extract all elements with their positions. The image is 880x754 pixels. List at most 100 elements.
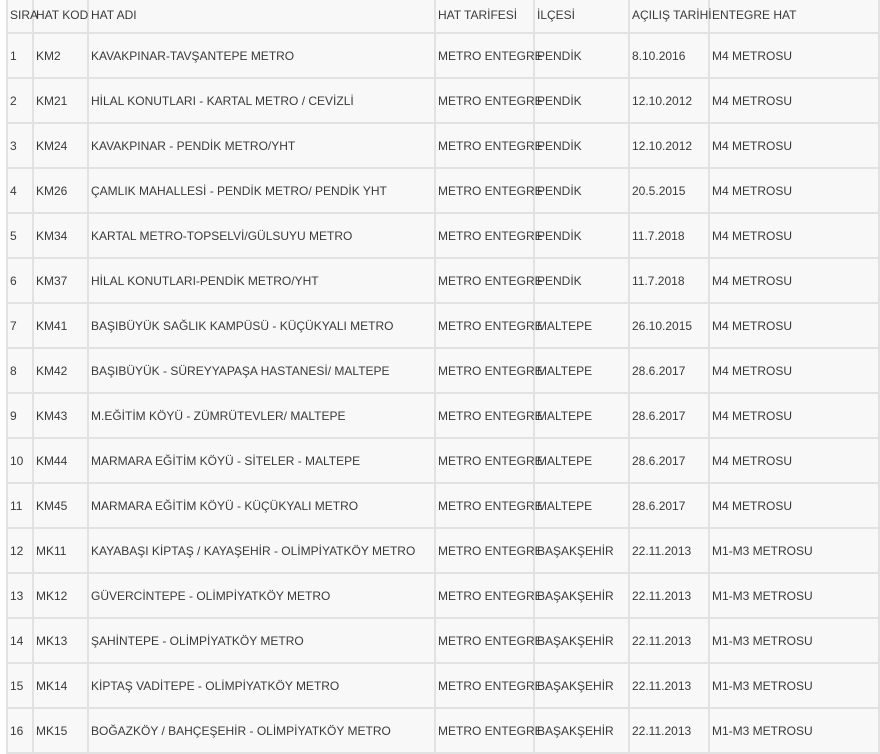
cell-hat-kod: MK14 xyxy=(34,664,89,709)
cell-entegre-hat: M4 METROSU xyxy=(710,349,880,394)
cell-hat-adi: BAŞIBÜYÜK SAĞLIK KAMPÜSÜ - KÜÇÜKYALI MET… xyxy=(89,304,436,349)
cell-ilcesi: MALTEPE xyxy=(535,484,630,529)
cell-hat-tarifesi: METRO ENTEGRE xyxy=(436,664,543,709)
cell-acilis-tarihi: 22.11.2013 xyxy=(630,529,710,574)
cell-hat-kod: KM26 xyxy=(34,169,89,214)
cell-entegre-hat: M4 METROSU xyxy=(710,484,880,529)
cell-hat-adi: KAVAKPINAR-TAVŞANTEPE METRO xyxy=(89,34,436,79)
cell-sira: 9 xyxy=(6,394,34,439)
cell-hat-adi: HİLAL KONUTLARI-PENDİK METRO/YHT xyxy=(89,259,436,304)
cell-hat-adi: ŞAHİNTEPE - OLİMPİYATKÖY METRO xyxy=(89,619,436,664)
cell-hat-tarifesi: METRO ENTEGRE xyxy=(436,394,543,439)
cell-hat-kod: KM45 xyxy=(34,484,89,529)
cell-sira: 3 xyxy=(6,124,34,169)
cell-acilis-tarihi: 22.11.2013 xyxy=(630,664,710,709)
cell-acilis-tarihi: 8.10.2016 xyxy=(630,34,710,79)
cell-ilcesi: MALTEPE xyxy=(535,304,630,349)
cell-hat-kod: KM44 xyxy=(34,439,89,484)
cell-hat-tarifesi: METRO ENTEGRE xyxy=(436,709,543,754)
cell-hat-kod: MK11 xyxy=(34,529,89,574)
table-row: 8 KM42 BAŞIBÜYÜK - SÜREYYAPAŞA HASTANESİ/ … xyxy=(6,349,880,394)
cell-acilis-tarihi: 22.11.2013 xyxy=(630,619,710,664)
cell-sira: 15 xyxy=(6,664,34,709)
cell-sira: 2 xyxy=(6,79,34,124)
cell-hat-tarifesi: METRO ENTEGRE xyxy=(436,439,543,484)
cell-hat-tarifesi: METRO ENTEGRE xyxy=(436,34,543,79)
cell-sira: 6 xyxy=(6,259,34,304)
cell-hat-tarifesi: METRO ENTEGRE xyxy=(436,349,543,394)
table-row: 4 KM26 ÇAMLIK MAHALLESİ - PENDİK METRO/ PE… xyxy=(6,169,880,214)
cell-ilcesi: MALTEPE xyxy=(535,439,630,484)
cell-hat-kod: KM41 xyxy=(34,304,89,349)
header-hat-adi: HAT ADI xyxy=(89,0,436,34)
cell-entegre-hat: M4 METROSU xyxy=(710,394,880,439)
table-row: 1 KM2 KAVAKPINAR-TAVŞANTEPE METRO METRO ENT… xyxy=(6,34,880,79)
header-hat-tarifesi: HAT TARİFESİ xyxy=(436,0,535,34)
cell-hat-adi: MARMARA EĞİTİM KÖYÜ - KÜÇÜKYALI METRO xyxy=(89,484,436,529)
cell-hat-kod: MK13 xyxy=(34,619,89,664)
header-sira: SIRA xyxy=(6,0,38,34)
cell-hat-adi: ÇAMLIK MAHALLESİ - PENDİK METRO/ PENDİK … xyxy=(89,169,436,214)
header-acilis-tarihi: AÇILIŞ TARİHİ xyxy=(630,0,712,34)
cell-hat-tarifesi: METRO ENTEGRE xyxy=(436,124,543,169)
cell-entegre-hat: M1-M3 METROSU xyxy=(710,529,880,574)
cell-hat-kod: KM43 xyxy=(34,394,89,439)
cell-hat-tarifesi: METRO ENTEGRE xyxy=(436,169,543,214)
cell-acilis-tarihi: 28.6.2017 xyxy=(630,394,710,439)
cell-hat-adi: KAVAKPINAR - PENDİK METRO/YHT xyxy=(89,124,436,169)
cell-hat-adi: KİPTAŞ VADİTEPE - OLİMPİYATKÖY METRO xyxy=(89,664,436,709)
table-row: 16 MK15 BOĞAZKÖY / BAHÇEŞEHİR - OLİMPİYATK… xyxy=(6,709,880,754)
table-row: 14 MK13 ŞAHİNTEPE - OLİMPİYATKÖY METRO METR… xyxy=(6,619,880,664)
cell-hat-kod: KM37 xyxy=(34,259,89,304)
table-row: 10 KM44 MARMARA EĞİTİM KÖYÜ - SİTELER - MA… xyxy=(6,439,880,484)
cell-acilis-tarihi: 20.5.2015 xyxy=(630,169,710,214)
cell-hat-adi: MARMARA EĞİTİM KÖYÜ - SİTELER - MALTEPE xyxy=(89,439,436,484)
cell-ilcesi: PENDİK xyxy=(535,214,630,259)
table-row: 11 KM45 MARMARA EĞİTİM KÖYÜ - KÜÇÜKYALI ME… xyxy=(6,484,880,529)
table-row: 9 KM43 M.EĞİTİM KÖYÜ - ZÜMRÜTEVLER/ MALTEP… xyxy=(6,394,880,439)
cell-entegre-hat: M1-M3 METROSU xyxy=(710,574,880,619)
cell-sira: 13 xyxy=(6,574,34,619)
cell-acilis-tarihi: 28.6.2017 xyxy=(630,484,710,529)
cell-ilcesi: PENDİK xyxy=(535,34,630,79)
table-row: 12 MK11 KAYABAŞI KİPTAŞ / KAYAŞEHİR - OLİM… xyxy=(6,529,880,574)
cell-acilis-tarihi: 12.10.2012 xyxy=(630,124,710,169)
cell-acilis-tarihi: 11.7.2018 xyxy=(630,214,710,259)
cell-sira: 11 xyxy=(6,484,34,529)
header-entegre-hat: ENTEGRE HAT xyxy=(710,0,880,34)
cell-entegre-hat: M4 METROSU xyxy=(710,34,880,79)
cell-hat-kod: KM21 xyxy=(34,79,89,124)
cell-sira: 4 xyxy=(6,169,34,214)
cell-acilis-tarihi: 26.10.2015 xyxy=(630,304,710,349)
cell-ilcesi: PENDİK xyxy=(535,259,630,304)
cell-hat-adi: KAYABAŞI KİPTAŞ / KAYAŞEHİR - OLİMPİYATK… xyxy=(89,529,436,574)
cell-hat-tarifesi: METRO ENTEGRE xyxy=(436,529,543,574)
cell-entegre-hat: M4 METROSU xyxy=(710,214,880,259)
cell-entegre-hat: M4 METROSU xyxy=(710,439,880,484)
cell-ilcesi: PENDİK xyxy=(535,124,630,169)
cell-sira: 12 xyxy=(6,529,34,574)
cell-hat-adi: M.EĞİTİM KÖYÜ - ZÜMRÜTEVLER/ MALTEPE xyxy=(89,394,436,439)
cell-entegre-hat: M4 METROSU xyxy=(710,124,880,169)
table-row: 15 MK14 KİPTAŞ VADİTEPE - OLİMPİYATKÖY MET… xyxy=(6,664,880,709)
cell-entegre-hat: M4 METROSU xyxy=(710,304,880,349)
cell-sira: 14 xyxy=(6,619,34,664)
cell-ilcesi: PENDİK xyxy=(535,79,630,124)
cell-acilis-tarihi: 28.6.2017 xyxy=(630,349,710,394)
cell-entegre-hat: M1-M3 METROSU xyxy=(710,709,880,754)
cell-acilis-tarihi: 11.7.2018 xyxy=(630,259,710,304)
cell-sira: 16 xyxy=(6,709,34,754)
cell-hat-kod: MK12 xyxy=(34,574,89,619)
table-row: 13 MK12 GÜVERCİNTEPE - OLİMPİYATKÖY METRO M… xyxy=(6,574,880,619)
table-row: 3 KM24 KAVAKPINAR - PENDİK METRO/YHT METRO … xyxy=(6,124,880,169)
cell-ilcesi: BAŞAKŞEHİR xyxy=(535,619,630,664)
cell-ilcesi: MALTEPE xyxy=(535,349,630,394)
table-row: 5 KM34 KARTAL METRO-TOPSELVİ/GÜLSUYU METRO… xyxy=(6,214,880,259)
cell-acilis-tarihi: 22.11.2013 xyxy=(630,709,710,754)
cell-hat-tarifesi: METRO ENTEGRE xyxy=(436,214,543,259)
cell-hat-tarifesi: METRO ENTEGRE xyxy=(436,79,543,124)
cell-acilis-tarihi: 12.10.2012 xyxy=(630,79,710,124)
table-row: 2 KM21 HİLAL KONUTLARI - KARTAL METRO / CE… xyxy=(6,79,880,124)
cell-hat-kod: KM34 xyxy=(34,214,89,259)
table-header-row: SIRA HAT KOD HAT ADI HAT TARİFESİ İLÇESİ AÇIL… xyxy=(6,0,880,34)
